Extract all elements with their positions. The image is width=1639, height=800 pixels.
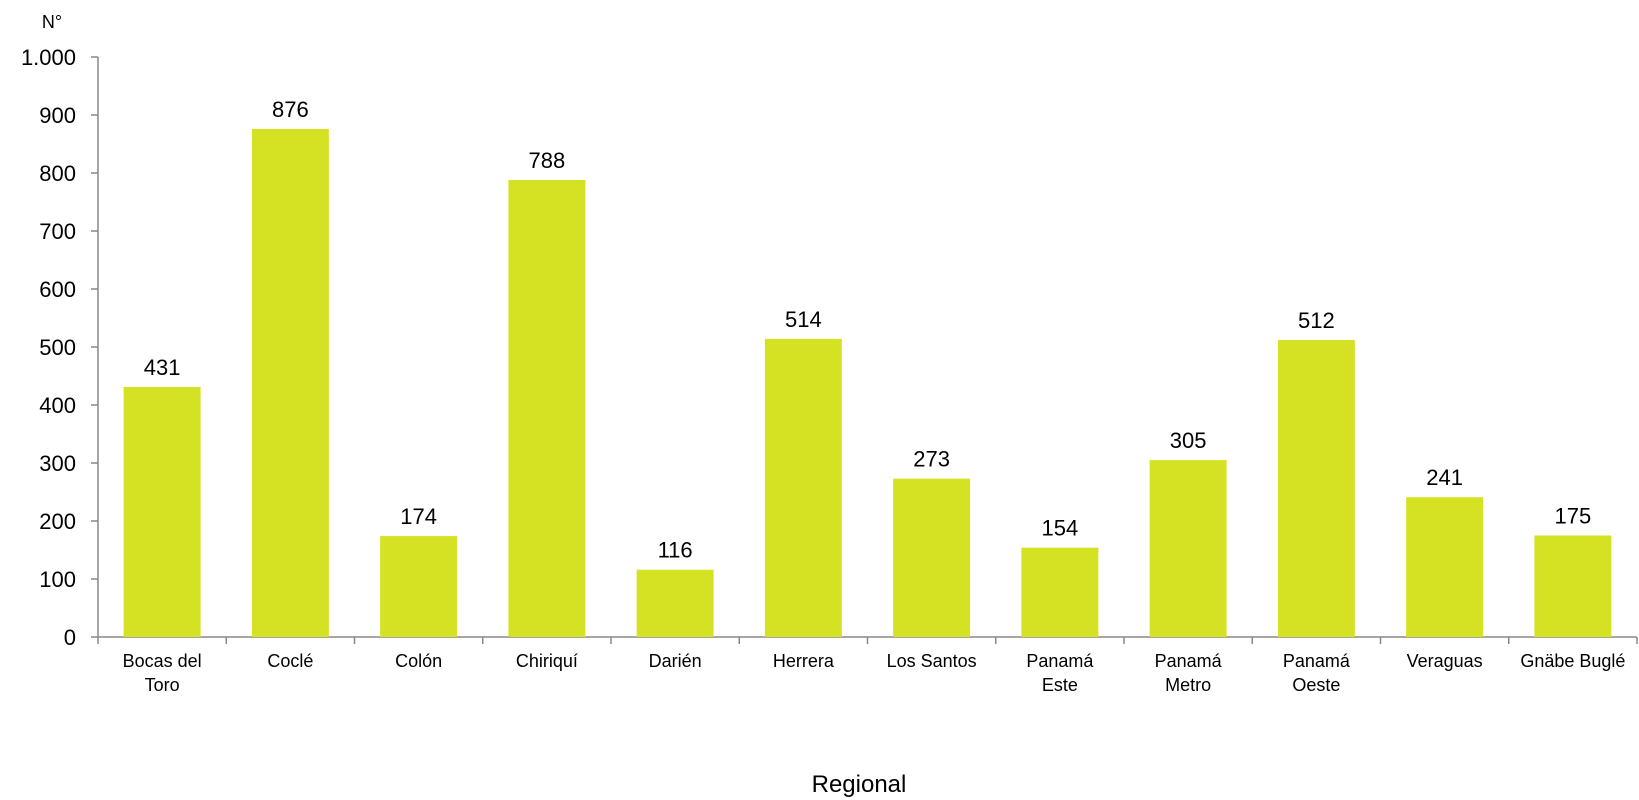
y-tick-label: 1.000 bbox=[21, 45, 76, 70]
chart-axes: 0 100 200 300 400 500 600 700 800 900 1.000 Bocas d… bbox=[21, 45, 1638, 695]
y-axis-unit-label: N° bbox=[42, 12, 62, 32]
y-tick-label: 300 bbox=[39, 451, 76, 476]
bar-value-label: 431 bbox=[144, 355, 181, 380]
y-tick-label: 0 bbox=[64, 625, 76, 650]
x-category-label: Coclé bbox=[267, 651, 313, 671]
bar bbox=[1021, 547, 1099, 637]
bar-value-label: 116 bbox=[658, 538, 693, 563]
bar bbox=[508, 179, 586, 637]
y-tick-label: 200 bbox=[39, 509, 76, 534]
x-category-label-line: Herrera bbox=[773, 651, 835, 671]
x-category-label: Colón bbox=[395, 651, 442, 671]
bar-value-label: 154 bbox=[1042, 516, 1079, 541]
x-axis-title: Regional bbox=[812, 771, 907, 798]
x-category-label: Panamá Oeste bbox=[1283, 651, 1351, 695]
bar-value-label: 876 bbox=[272, 97, 309, 122]
bar-value-label: 788 bbox=[529, 148, 566, 173]
x-category-label-line: Toro bbox=[145, 675, 180, 695]
bar bbox=[123, 387, 201, 637]
x-category-label-line: Coclé bbox=[267, 651, 313, 671]
y-tick-label: 100 bbox=[39, 567, 76, 592]
x-category-label: Darién bbox=[649, 651, 702, 671]
bar bbox=[1534, 535, 1612, 637]
x-category-label-line: Panamá bbox=[1155, 651, 1223, 671]
x-category-label-line: Panamá bbox=[1283, 651, 1351, 671]
bar bbox=[764, 338, 842, 637]
x-category-label-line: Veraguas bbox=[1407, 651, 1483, 671]
x-category-label: Bocas del Toro bbox=[123, 651, 202, 695]
bar-value-label: 305 bbox=[1170, 428, 1207, 453]
x-category-label: Los Santos bbox=[887, 651, 977, 671]
x-category-label-line: Los Santos bbox=[887, 651, 977, 671]
x-category-label: Chiriquí bbox=[516, 651, 578, 671]
bar-value-label: 175 bbox=[1555, 504, 1592, 529]
y-tick-label: 500 bbox=[39, 335, 76, 360]
y-tick-label: 600 bbox=[39, 277, 76, 302]
x-category-label-line: Bocas del bbox=[123, 651, 202, 671]
x-category-label: Panamá Este bbox=[1026, 651, 1094, 695]
bar-value-label: 174 bbox=[400, 504, 437, 529]
x-category-label: Gnäbe Buglé bbox=[1520, 651, 1625, 671]
bar bbox=[1277, 340, 1355, 637]
bar bbox=[380, 536, 458, 637]
y-tick-label: 700 bbox=[39, 219, 76, 244]
y-tick-label: 400 bbox=[39, 393, 76, 418]
x-category-label: Herrera bbox=[773, 651, 835, 671]
bar-value-label: 512 bbox=[1298, 308, 1335, 333]
x-category-label-line: Oeste bbox=[1292, 675, 1340, 695]
bar bbox=[893, 478, 971, 637]
bar bbox=[1149, 460, 1227, 637]
bar-value-label: 273 bbox=[913, 447, 950, 472]
x-category-label: Veraguas bbox=[1407, 651, 1483, 671]
x-category-label-line: Chiriquí bbox=[516, 651, 578, 671]
x-category-label-line: Metro bbox=[1165, 675, 1211, 695]
y-tick-label: 900 bbox=[39, 103, 76, 128]
x-category-label-line: Gnäbe Buglé bbox=[1520, 651, 1625, 671]
x-category-label-line: Colón bbox=[395, 651, 442, 671]
x-category-label: Panamá Metro bbox=[1155, 651, 1223, 695]
x-category-label-line: Panamá bbox=[1026, 651, 1094, 671]
bar bbox=[251, 128, 329, 638]
x-category-label-line: Este bbox=[1042, 675, 1078, 695]
chart-bars: 431 876 174 788 116 514 273 154 305 512 241 175 bbox=[123, 97, 1612, 638]
y-tick-label: 800 bbox=[39, 161, 76, 186]
bar-value-label: 241 bbox=[1426, 465, 1463, 490]
bar-value-label: 514 bbox=[785, 307, 822, 332]
bar bbox=[636, 569, 714, 637]
bar bbox=[1406, 497, 1484, 637]
x-category-label-line: Darién bbox=[649, 651, 702, 671]
